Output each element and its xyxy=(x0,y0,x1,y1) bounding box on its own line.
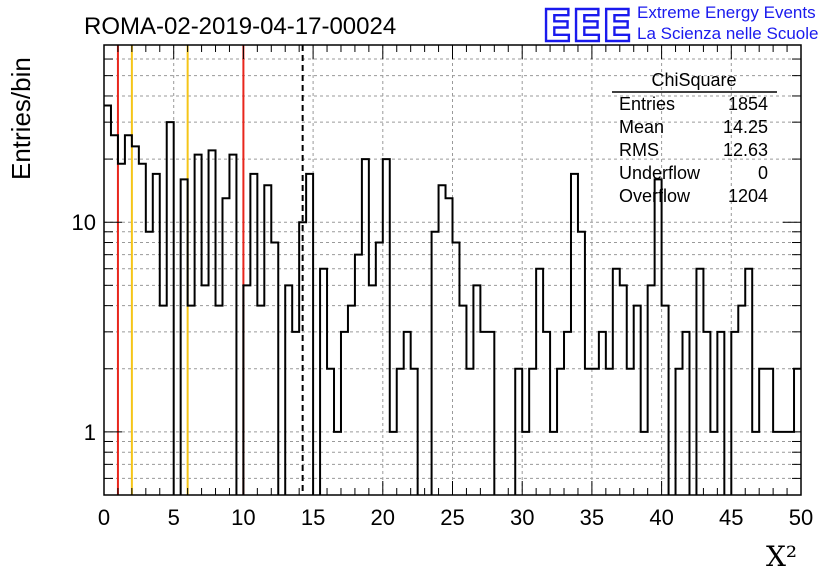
x-tick-label: 10 xyxy=(231,505,255,530)
x-tick-label: 40 xyxy=(649,505,673,530)
x-tick-label: 25 xyxy=(440,505,464,530)
y-axis-label: Entries/bin xyxy=(6,57,36,180)
x-tick-label: 45 xyxy=(719,505,743,530)
stats-box: ChiSquare Entries 1854 Mean 14.25 RMS 12… xyxy=(612,70,777,206)
x-tick-label: 50 xyxy=(789,505,813,530)
x-tick-label: 30 xyxy=(510,505,534,530)
x-tick-label: 0 xyxy=(98,505,110,530)
axis-ticks xyxy=(103,44,802,496)
logo-line-2: La Scienza nelle Scuole xyxy=(637,24,818,43)
stats-overflow-label: Overflow xyxy=(619,186,691,206)
x-axis-label: X² xyxy=(766,540,797,572)
stats-rms-value: 12.63 xyxy=(723,140,768,160)
x-tick-label: 35 xyxy=(580,505,604,530)
stats-overflow-value: 1204 xyxy=(728,186,768,206)
eee-logo-icon: EEE xyxy=(542,1,632,52)
y-tick-label: 1 xyxy=(84,420,96,445)
stats-entries-value: 1854 xyxy=(728,94,768,114)
stats-underflow-value: 0 xyxy=(758,163,768,183)
x-tick-label: 20 xyxy=(371,505,395,530)
tick-labels: 0 5 10 15 20 25 30 35 40 45 50 1 10 xyxy=(72,210,814,530)
reference-lines xyxy=(116,45,304,495)
stats-mean-value: 14.25 xyxy=(723,117,768,137)
chart-title: ROMA-02-2019-04-17-00024 xyxy=(84,13,396,40)
stats-entries-label: Entries xyxy=(619,94,675,114)
x-tick-label: 15 xyxy=(301,505,325,530)
histogram-series xyxy=(104,104,801,495)
y-tick-label: 10 xyxy=(72,210,96,235)
stats-mean-label: Mean xyxy=(619,117,664,137)
stats-underflow-label: Underflow xyxy=(619,163,701,183)
stats-rms-label: RMS xyxy=(619,140,659,160)
stats-title: ChiSquare xyxy=(651,70,736,90)
logo-line-1: Extreme Energy Events xyxy=(637,3,816,22)
x-tick-label: 5 xyxy=(168,505,180,530)
